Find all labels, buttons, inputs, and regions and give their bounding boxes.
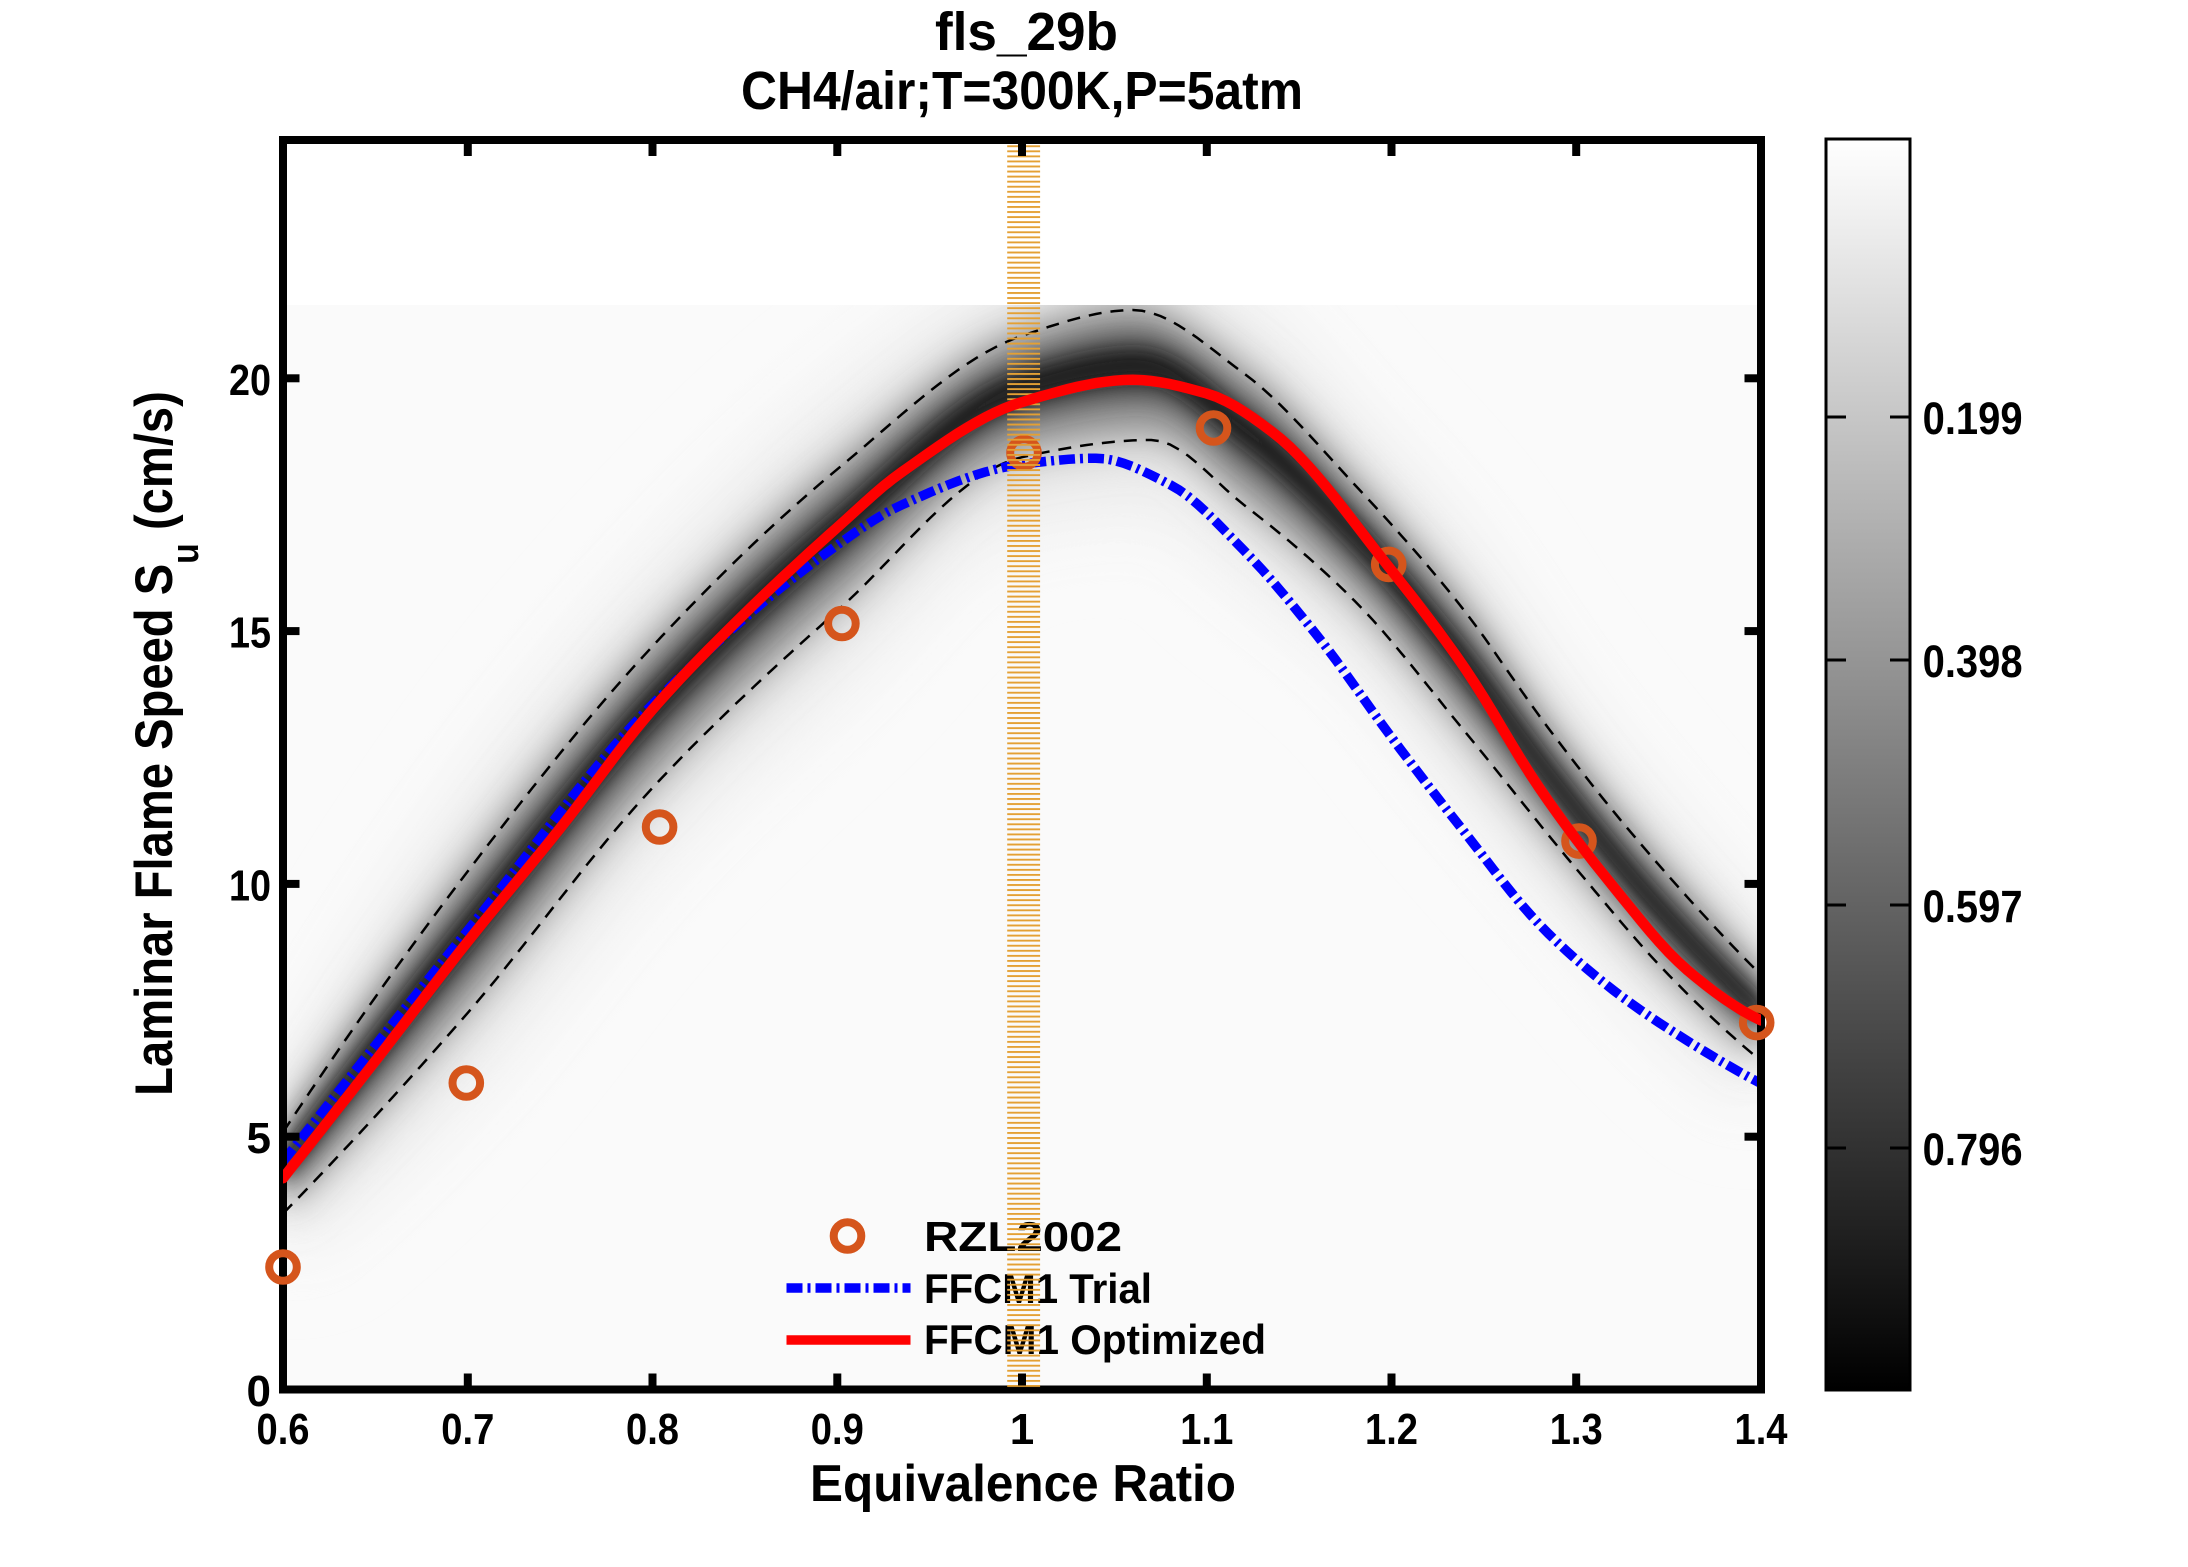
svg-text:0.6: 0.6 xyxy=(257,1405,310,1454)
svg-text:20: 20 xyxy=(229,356,271,405)
svg-text:0.398: 0.398 xyxy=(1923,636,2023,687)
svg-text:0: 0 xyxy=(247,1367,271,1416)
svg-text:5: 5 xyxy=(247,1114,271,1163)
svg-text:0.9: 0.9 xyxy=(811,1405,864,1454)
svg-text:FFCM1 Optimized: FFCM1 Optimized xyxy=(924,1316,1266,1363)
svg-text:0.199: 0.199 xyxy=(1923,393,2023,444)
svg-text:10: 10 xyxy=(229,861,271,910)
svg-text:fls_29b: fls_29b xyxy=(935,2,1118,62)
svg-text:CH4/air;T=300K,P=5atm: CH4/air;T=300K,P=5atm xyxy=(741,61,1303,121)
svg-text:0.597: 0.597 xyxy=(1923,881,2023,932)
svg-text:0.8: 0.8 xyxy=(626,1405,679,1454)
svg-text:0.796: 0.796 xyxy=(1923,1124,2023,1175)
svg-text:1.4: 1.4 xyxy=(1735,1405,1788,1454)
svg-text:Equivalence Ratio: Equivalence Ratio xyxy=(810,1455,1236,1513)
svg-text:1.3: 1.3 xyxy=(1550,1405,1603,1454)
svg-text:1.1: 1.1 xyxy=(1180,1405,1233,1454)
svg-text:15: 15 xyxy=(229,609,271,658)
svg-text:1.2: 1.2 xyxy=(1365,1405,1418,1454)
svg-text:0.7: 0.7 xyxy=(441,1405,494,1454)
svg-text:1: 1 xyxy=(1010,1405,1034,1454)
